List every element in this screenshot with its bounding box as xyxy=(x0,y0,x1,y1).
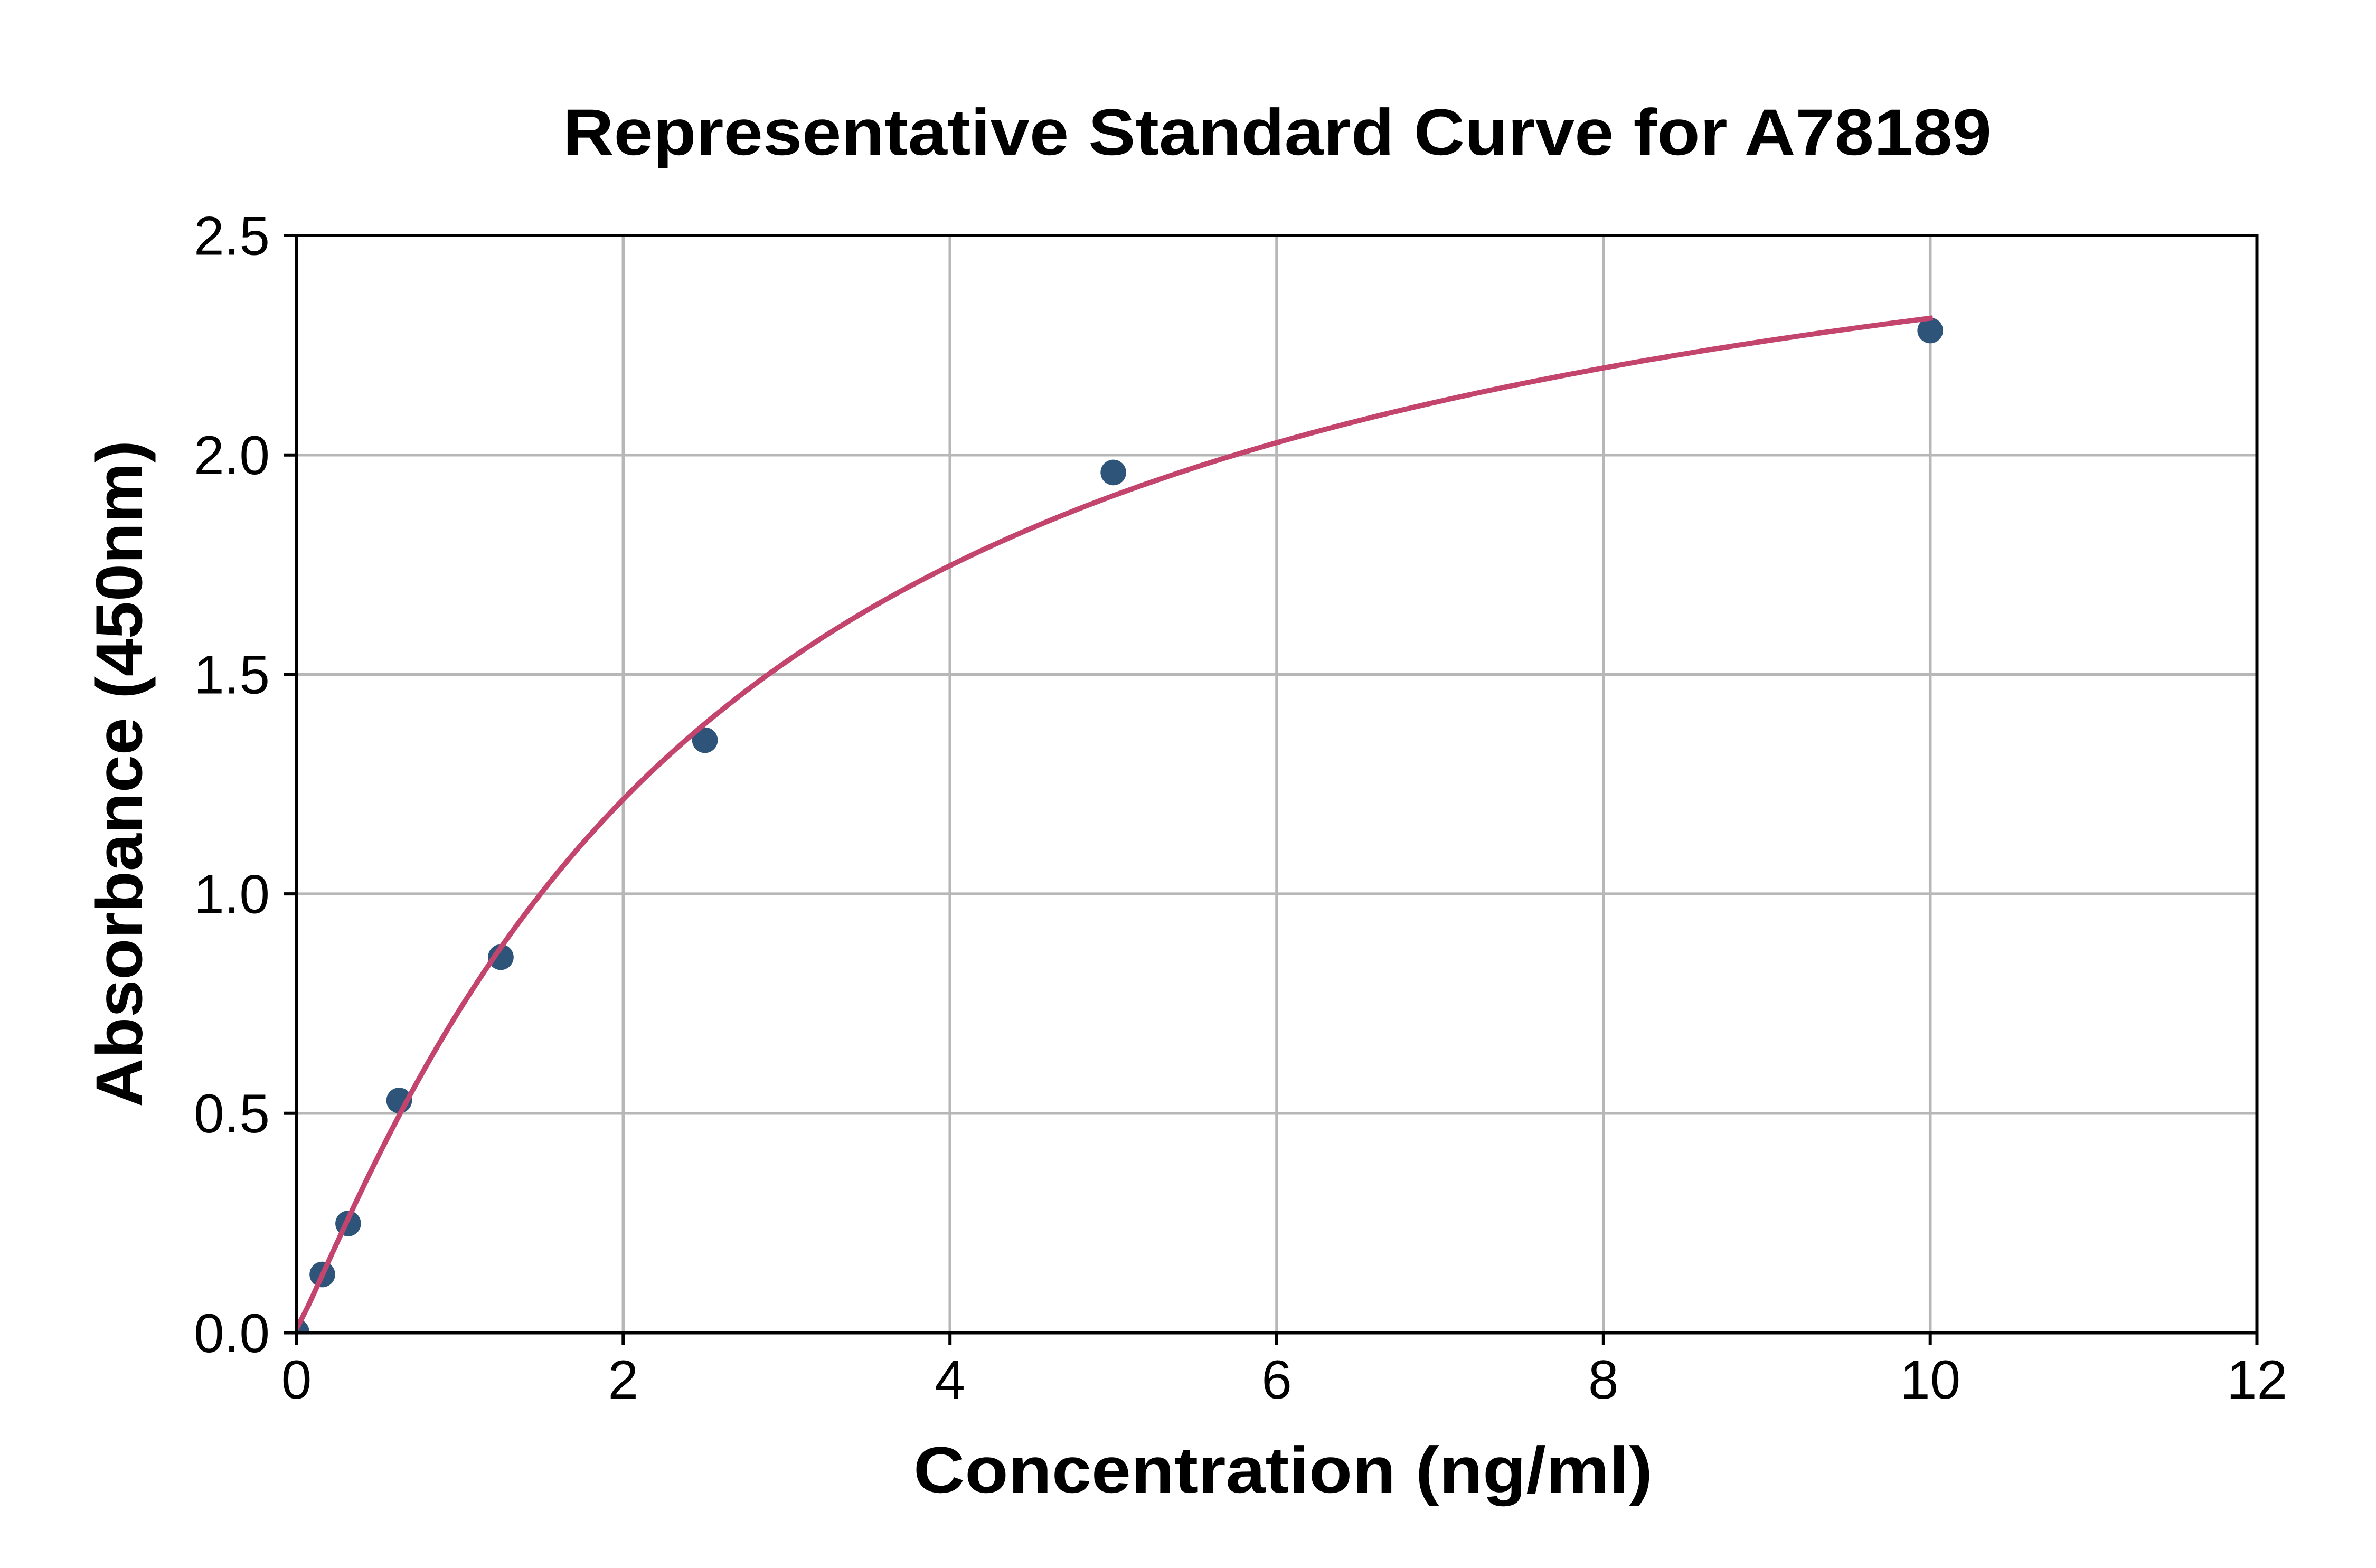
svg-text:Absorbance (450nm): Absorbance (450nm) xyxy=(83,440,156,1107)
svg-text:0.5: 0.5 xyxy=(194,1083,270,1144)
svg-text:12: 12 xyxy=(2227,1349,2287,1410)
svg-text:0.0: 0.0 xyxy=(194,1302,270,1364)
svg-text:Representative Standard Curve: Representative Standard Curve for A78189 xyxy=(563,96,1992,169)
svg-text:8: 8 xyxy=(1588,1349,1619,1410)
svg-text:2.5: 2.5 xyxy=(194,205,270,266)
svg-text:2.0: 2.0 xyxy=(194,424,270,486)
svg-text:Concentration (ng/ml): Concentration (ng/ml) xyxy=(913,1434,1653,1507)
svg-text:0: 0 xyxy=(281,1349,312,1410)
svg-text:10: 10 xyxy=(1900,1349,1960,1410)
svg-text:4: 4 xyxy=(935,1349,965,1410)
svg-text:6: 6 xyxy=(1261,1349,1292,1410)
svg-text:1.5: 1.5 xyxy=(194,644,270,705)
svg-text:1.0: 1.0 xyxy=(194,863,270,924)
svg-text:2: 2 xyxy=(608,1349,639,1410)
